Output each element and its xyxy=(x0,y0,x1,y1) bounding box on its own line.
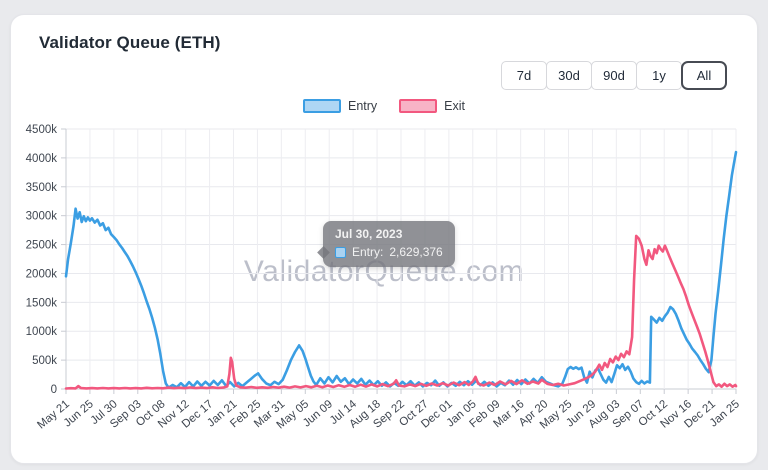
exit-line[interactable] xyxy=(64,234,738,390)
chart-tooltip: Jul 30, 2023 Entry: 2,629,376 xyxy=(323,221,455,267)
y-tick-label: 0 xyxy=(51,384,57,396)
y-tick-label: 2000k xyxy=(26,268,58,280)
chart-card: Validator Queue (ETH) 7d 30d 90d 1y All Entr… xyxy=(10,14,758,464)
y-tick-label: 1500k xyxy=(26,297,58,309)
line-chart[interactable]: 0 500k 1000k 1500k 2000k 2500k 3000k 3500k 4000k… xyxy=(11,15,759,465)
y-tick-label: 4000k xyxy=(26,153,58,165)
tooltip-date: Jul 30, 2023 xyxy=(335,227,403,241)
y-tick-label: 2500k xyxy=(26,240,58,252)
tooltip-row: Entry: 2,629,376 xyxy=(335,245,443,259)
range-selector: 7d 30d 90d 1y All xyxy=(501,61,727,90)
entry-swatch-icon xyxy=(302,99,341,113)
legend-label: Exit xyxy=(444,99,466,113)
range-button-all[interactable]: All xyxy=(681,61,727,90)
entry-line[interactable] xyxy=(64,150,738,389)
legend-label: Entry xyxy=(347,99,378,113)
legend-item-exit[interactable]: Exit xyxy=(399,99,465,113)
legend-item-entry[interactable]: Entry xyxy=(302,99,378,113)
tooltip-value: 2,629,376 xyxy=(389,245,443,259)
range-button-90d[interactable]: 90d xyxy=(591,61,637,90)
chart-legend: Entry Exit xyxy=(11,99,757,113)
tooltip-series-label: Entry: xyxy=(352,245,384,259)
page-title: Validator Queue (ETH) xyxy=(39,33,221,52)
chart-area: ValidatorQueue.com 0 500k 1000k 1500k 2000k 2… xyxy=(11,15,757,463)
y-tick-label: 500k xyxy=(32,355,57,367)
tooltip-entry-swatch-icon xyxy=(335,246,346,258)
y-tick-label: 1000k xyxy=(26,326,58,338)
y-tick-label: 3000k xyxy=(26,211,58,223)
y-tick-label: 4500k xyxy=(26,124,58,136)
y-tick-label: 3500k xyxy=(26,182,58,194)
exit-swatch-icon xyxy=(399,99,438,113)
